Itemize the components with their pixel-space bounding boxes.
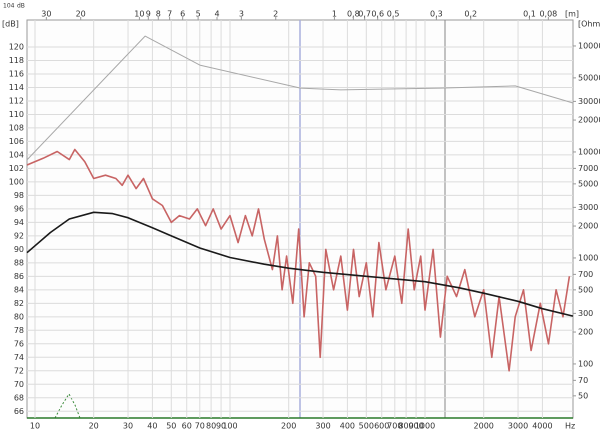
x-tick-label: 60 <box>182 422 192 431</box>
x2-tick-label: 0,6 <box>371 10 384 19</box>
y-axis-label: [dB] <box>2 20 19 29</box>
y-tick-label: 104 <box>9 150 24 159</box>
y-tick-label: 70 <box>14 380 24 389</box>
y-tick-label: 86 <box>14 272 24 281</box>
x-tick-label: 1000 <box>415 422 435 431</box>
y2-tick-label: 10000 <box>578 147 600 156</box>
x2-tick-label: 0,3 <box>430 10 443 19</box>
y-tick-label: 76 <box>14 339 24 348</box>
y-tick-label: 92 <box>14 231 24 240</box>
y-tick-label: 84 <box>14 285 24 294</box>
x2-tick-label: 3 <box>239 10 244 19</box>
x-tick-label: 900 <box>408 422 423 431</box>
y-tick-label: 72 <box>14 366 24 375</box>
y-tick-label: 88 <box>14 258 24 267</box>
y2-tick-label: 700 <box>578 270 593 279</box>
y-tick-label: 94 <box>14 218 24 227</box>
y2-tick-label: 50 <box>578 391 588 400</box>
x2-tick-label: 0,7 <box>358 10 371 19</box>
annotation: dB <box>17 3 25 10</box>
x2-tick-label: 0,5 <box>387 10 400 19</box>
y-tick-label: 96 <box>14 204 24 213</box>
y-tick-label: 74 <box>14 353 24 362</box>
y-tick-label: 68 <box>14 393 24 402</box>
x2-tick-label: 20 <box>76 10 86 19</box>
y-tick-label: 102 <box>9 164 24 173</box>
x2-tick-label: 10 <box>134 10 144 19</box>
annotation: 104 <box>3 3 15 10</box>
y-tick-label: 114 <box>9 83 24 92</box>
y-tick-label: 90 <box>14 245 24 254</box>
y2-tick-label: 70 <box>578 376 588 385</box>
series-line <box>26 148 571 372</box>
x-tick-label: 4000 <box>532 422 552 431</box>
x2-tick-label: 1 <box>332 10 337 19</box>
x2-tick-label: 6 <box>180 10 185 19</box>
x2-tick-label: 5 <box>196 10 201 19</box>
x-tick-label: 40 <box>147 422 157 431</box>
x-tick-label: 3000 <box>508 422 528 431</box>
x2-tick-label: 7 <box>167 10 172 19</box>
y-tick-label: 82 <box>14 299 24 308</box>
x-tick-label: 30 <box>123 422 133 431</box>
x2-tick-label: 0,8 <box>347 10 360 19</box>
x2-tick-label: 0,08 <box>539 10 557 19</box>
x2-tick-label: 0,1 <box>523 10 536 19</box>
y2-tick-label: 50000 <box>578 73 600 82</box>
x-tick-label: 70 <box>195 422 205 431</box>
y2-tick-label: 7000 <box>578 164 598 173</box>
x2-tick-label: 8 <box>156 10 161 19</box>
x2-tick-label: 0,2 <box>464 10 477 19</box>
x-tick-label: 10 <box>30 422 40 431</box>
x-tick-label: 700 <box>387 422 402 431</box>
series-line <box>26 35 574 161</box>
y2-tick-label: 3000 <box>578 203 598 212</box>
x-tick-label: 600 <box>374 422 389 431</box>
x-tick-label: 400 <box>340 422 355 431</box>
x-tick-label: 2000 <box>474 422 494 431</box>
y2-axis-label: [Ohm] <box>578 20 600 29</box>
y2-tick-label: 200 <box>578 328 593 337</box>
y-tick-label: 108 <box>9 123 24 132</box>
y2-tick-label: 500 <box>578 285 593 294</box>
y-tick-label: 100 <box>9 177 24 186</box>
y-tick-label: 118 <box>9 56 24 65</box>
y2-tick-label: 5000 <box>578 179 598 188</box>
x2-tick-label: 30 <box>41 10 51 19</box>
x-tick-label: 50 <box>166 422 176 431</box>
y2-tick-label: 100000 <box>578 41 600 50</box>
y-tick-label: 110 <box>9 110 24 119</box>
y-tick-label: 66 <box>14 407 24 416</box>
y-tick-label: 80 <box>14 312 24 321</box>
x-tick-label: 80 <box>206 422 216 431</box>
y-tick-label: 106 <box>9 137 24 146</box>
y2-tick-label: 300 <box>578 309 593 318</box>
y-tick-label: 112 <box>9 96 24 105</box>
y2-tick-label: 2000 <box>578 222 598 231</box>
x-tick-label: 800 <box>398 422 413 431</box>
y-tick-label: 116 <box>9 69 24 78</box>
series-line <box>26 211 574 317</box>
y2-tick-label: 20000 <box>578 116 600 125</box>
x2-tick-label: 9 <box>146 10 151 19</box>
x-tick-label: 100 <box>222 422 237 431</box>
y2-tick-label: 30000 <box>578 97 600 106</box>
window-curve <box>54 393 81 419</box>
y-tick-label: 98 <box>14 191 24 200</box>
x-tick-label: 500 <box>359 422 374 431</box>
x-axis-label: Hz <box>565 422 575 431</box>
x-tick-label: 90 <box>216 422 226 431</box>
x-tick-label: 20 <box>89 422 99 431</box>
y2-tick-label: 1000 <box>578 253 598 262</box>
y-tick-label: 120 <box>9 42 24 51</box>
x2-axis-label: [m] <box>565 10 579 19</box>
x-tick-label: 200 <box>281 422 296 431</box>
y-tick-label: 78 <box>14 326 24 335</box>
x-tick-label: 300 <box>315 422 330 431</box>
x2-tick-label: 4 <box>214 10 219 19</box>
x2-tick-label: 2 <box>273 10 278 19</box>
y2-tick-label: 100 <box>578 359 593 368</box>
